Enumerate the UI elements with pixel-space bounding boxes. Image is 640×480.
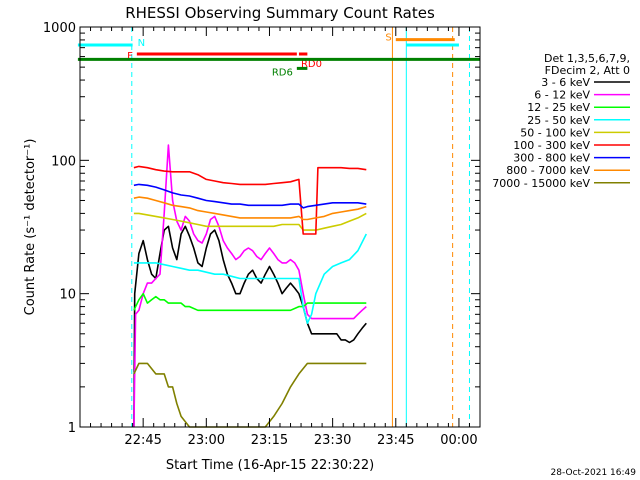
flag-bars: NF S RD0 RD6	[77, 33, 480, 78]
series-line-6-12-kev	[133, 144, 367, 428]
x-tick-label: 22:45	[124, 433, 161, 448]
flag-label-rd6: RD6	[272, 67, 293, 78]
x-tick-label: 23:30	[314, 433, 351, 448]
legend-entry-6-12-kev: 6 - 12 keV	[534, 89, 590, 102]
legend-entry-100-300-kev: 100 - 300 keV	[513, 139, 590, 152]
legend-entry-25-50-kev: 25 - 50 keV	[527, 114, 590, 127]
legend-entry-300-800-kev: 300 - 800 keV	[513, 152, 590, 165]
series-line-12-25-kev	[133, 292, 367, 312]
flag-label-n: N	[138, 38, 145, 49]
legend-entry-800-7000-kev: 800 - 7000 keV	[506, 164, 590, 177]
y-tick-label: 10	[59, 288, 76, 303]
flag-label-f: F	[127, 51, 133, 62]
series-line-3-6-kev	[133, 225, 367, 428]
flag-label-s: S	[385, 33, 391, 44]
y-tick-label: 1	[68, 421, 76, 436]
legend-header: FDecim 2, Att 0	[545, 64, 630, 77]
axes: 1 10 100 1000 22:45 23:00 23:15 23:30 23:45 00:00	[43, 21, 481, 448]
series-line-25-50-kev	[133, 233, 368, 325]
y-tick-label: 100	[51, 154, 76, 169]
y-axis-label: Count Rate (s⁻¹ detector⁻¹)	[23, 139, 38, 316]
series-line-7000-15000-kev	[133, 362, 367, 428]
footer-timestamp: 28-Oct-2021 16:49	[551, 468, 637, 478]
legend-entry-7000-15000-kev: 7000 - 15000 keV	[492, 177, 590, 190]
legend-entry-50-100-kev: 50 - 100 keV	[520, 126, 590, 139]
x-tick-label: 00:00	[440, 433, 477, 448]
data-series	[133, 144, 368, 428]
y-tick-label: 1000	[43, 21, 76, 36]
legend-header: Det 1,3,5,6,7,9,	[544, 52, 630, 65]
x-axis-label: Start Time (16-Apr-15 22:30:22)	[166, 458, 374, 473]
series-line-800-7000-kev	[133, 196, 367, 221]
x-tick-label: 23:15	[251, 433, 288, 448]
series-line-100-300-kev	[133, 165, 367, 235]
legend-entry-12-25-kev: 12 - 25 keV	[527, 101, 590, 114]
series-line-50-100-kev	[133, 212, 367, 231]
legend-entry-3-6-kev: 3 - 6 keV	[541, 76, 590, 89]
chart-title: RHESSI Observing Summary Count Rates	[125, 4, 435, 22]
flag-label-rd0: RD0	[301, 59, 322, 70]
plot-frame	[79, 26, 481, 428]
x-tick-label: 23:00	[188, 433, 225, 448]
time-marker-lines	[79, 27, 470, 427]
x-tick-label: 23:45	[377, 433, 414, 448]
legend: Det 1,3,5,6,7,9,FDecim 2, Att 03 - 6 keV…	[492, 52, 630, 190]
series-line-300-800-kev	[133, 183, 367, 209]
